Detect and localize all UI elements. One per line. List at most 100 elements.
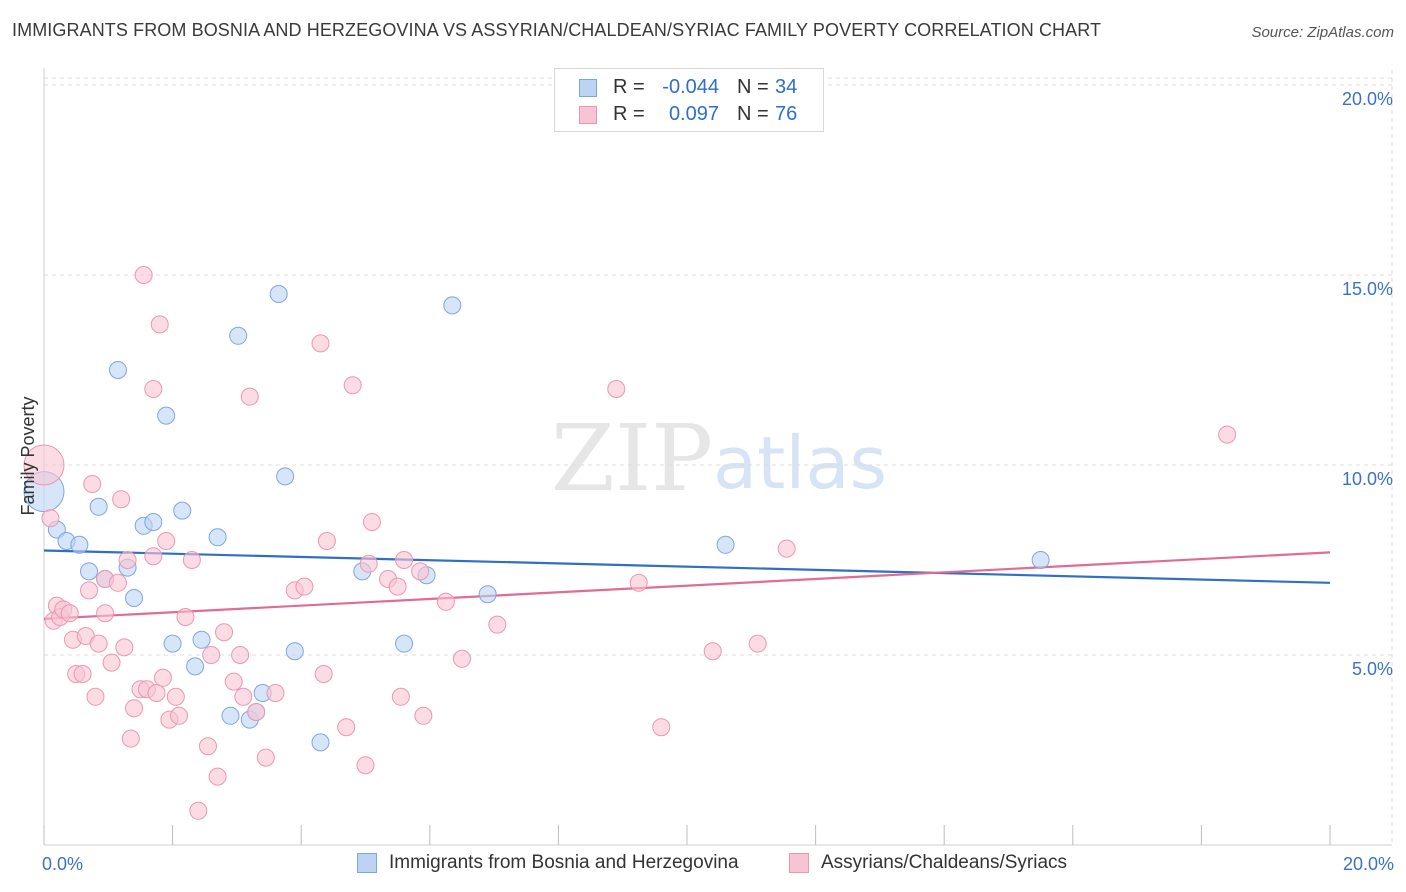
assyrian-point (86, 687, 105, 706)
assyrian-point (60, 604, 79, 623)
assyrian-point (777, 539, 796, 558)
bosnia-point (221, 706, 240, 725)
n-value: 34 (775, 76, 798, 98)
assyrian-point (256, 748, 275, 767)
assyrian-point (414, 706, 433, 725)
watermark-zip: ZIP (551, 405, 713, 512)
assyrian-point (176, 608, 195, 626)
blue-swatch (357, 853, 377, 873)
assyrian-point (147, 684, 166, 702)
legend-label: Immigrants from Bosnia and Herzegovina (389, 852, 739, 873)
assyrian-point (488, 615, 507, 634)
assyrian-point (134, 266, 153, 284)
legend-row-assyrian: R = 0.097 N = 76 (555, 100, 823, 128)
assyrian-point (166, 687, 185, 706)
assyrian-point (234, 687, 253, 706)
assyrian-point (362, 513, 381, 531)
assyrian-point (144, 547, 163, 566)
assyrian-point (395, 551, 414, 569)
pink-swatch (579, 106, 597, 124)
bosnia-point (269, 285, 288, 303)
blue-swatch (579, 79, 597, 97)
assyrian-point (189, 801, 208, 820)
bosnia-point (208, 528, 227, 547)
assyrian-point (198, 737, 217, 756)
assyrian-point (96, 604, 115, 623)
assyrian-point (80, 581, 99, 600)
assyrian-point (231, 646, 250, 664)
y-tick-label: 10.0% (1342, 469, 1393, 489)
assyrian-point (295, 577, 314, 596)
assyrian-point (118, 551, 137, 569)
r-value: -0.044 (662, 76, 719, 98)
r-label: R = (613, 76, 645, 98)
assyrian-point (436, 592, 455, 611)
assyrian-point (224, 672, 243, 691)
assyrian-point (359, 554, 378, 573)
assyrian-point (153, 668, 172, 687)
assyrian-point (115, 638, 134, 657)
assyrian-point (102, 653, 121, 672)
assyrian-point (157, 532, 176, 550)
assyrian-point (607, 380, 626, 398)
bosnia-point (1031, 551, 1050, 569)
bosnia-point (478, 585, 497, 604)
x-tick-label: 20.0% (1343, 854, 1394, 874)
assyrian-point (356, 756, 375, 775)
n-label: N = (737, 103, 769, 125)
assyrian-point (391, 687, 410, 706)
bosnia-point (89, 497, 108, 516)
source-credit: Source: ZipAtlas.com (1251, 24, 1394, 41)
bosnia-point (192, 630, 211, 649)
trend-lines (43, 549, 1331, 620)
x-tick-label: 0.0% (42, 854, 83, 874)
assyrian-point (208, 767, 227, 786)
tick-labels: 5.0% 10.0% 15.0% 20.0% 0.0% 20.0% (42, 89, 1394, 874)
assyrian-point (452, 649, 471, 668)
bosnia-point (186, 657, 205, 676)
assyrian-point (388, 577, 407, 596)
assyrian-point (314, 665, 333, 683)
assyrian-point (89, 634, 108, 653)
legend-row-bosnia: R = -0.044 N = 34 (555, 73, 823, 101)
bosnia-point (285, 642, 304, 661)
bosnia-point (716, 535, 735, 554)
bosnia-point (173, 501, 192, 520)
assyrian-point (83, 475, 102, 493)
correlation-legend: R = -0.044 N = 34 R = 0.097 N = 76 (554, 68, 824, 132)
y-tick-label: 20.0% (1342, 89, 1393, 109)
assyrian-point (112, 490, 131, 509)
assyrian-point (247, 703, 266, 721)
pink-swatch (789, 853, 809, 873)
assyrian-point (629, 573, 648, 592)
bosnia-point (144, 513, 163, 531)
bosnia-point (125, 589, 144, 607)
y-axis-label: Family Poverty (18, 396, 38, 515)
bosnia-point (229, 326, 248, 345)
zipatlas-watermark: ZIP atlas (551, 405, 887, 512)
assyrian-point (311, 334, 330, 353)
assyrian-point (266, 684, 285, 702)
assyrian-point (144, 380, 163, 398)
assyrian-point (150, 315, 169, 334)
n-value: 76 (775, 103, 798, 125)
assyrian-point (703, 642, 722, 661)
bosnia-point (70, 535, 89, 554)
assyrian-point (652, 718, 671, 737)
bosnia-point (276, 467, 295, 486)
bosnia-point (157, 406, 176, 425)
legend-label: Assyrians/Chaldeans/Syriacs (821, 852, 1068, 873)
y-tick-label: 5.0% (1352, 659, 1393, 679)
assyrian-point (73, 665, 92, 683)
r-label: R = (613, 103, 645, 125)
assyrian-point (337, 718, 356, 737)
bosnia-point (311, 733, 330, 752)
assyrian-point (343, 376, 362, 395)
assyrian-point (411, 562, 430, 581)
bosnia-point (163, 634, 182, 653)
bosnia-trend-line (43, 549, 1331, 584)
assyrian-point (23, 444, 65, 486)
assyrian-point (108, 573, 127, 592)
r-value: 0.097 (668, 103, 719, 125)
